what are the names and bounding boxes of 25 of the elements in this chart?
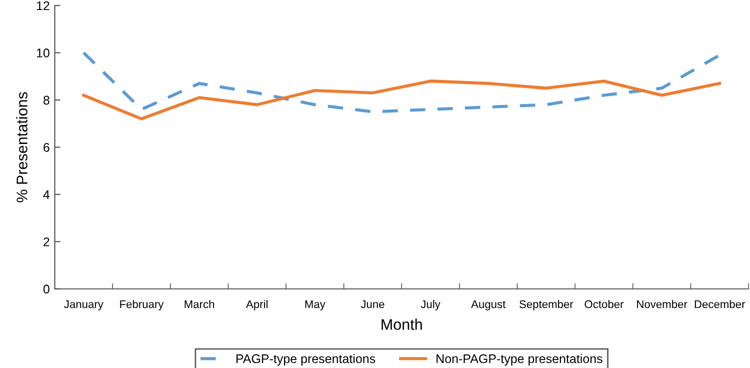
x-tick-label: July: [420, 300, 440, 310]
y-axis-title: % Presentations: [16, 92, 28, 202]
x-tick-label: May: [305, 300, 326, 310]
y-tick-label: 4: [43, 190, 50, 199]
x-axis-title: Month: [382, 318, 422, 330]
y-tick-label: 0: [43, 284, 50, 294]
x-tick-label: April: [246, 300, 268, 310]
x-tick-label: October: [584, 300, 624, 308]
y-tick-label: 12: [36, 1, 50, 10]
legend-label: PAGP-type presentations: [236, 354, 376, 366]
x-tick-label: August: [471, 300, 506, 310]
legend-label: Non-PAGP-type presentations: [436, 354, 602, 366]
y-tick-label: 6: [44, 143, 50, 152]
y-tick-label: 10: [36, 48, 50, 58]
x-tick-label: January: [64, 300, 104, 310]
line-series: [82, 80, 722, 120]
x-tick-label: December: [694, 300, 746, 308]
x-tick-label: June: [360, 300, 384, 308]
y-tick-label: 2: [44, 237, 50, 246]
x-tick-label: September: [519, 300, 574, 310]
x-tick-label: November: [637, 300, 688, 308]
x-tick-label: March: [184, 300, 214, 308]
x-tick-label: February: [120, 300, 164, 310]
line-series: [82, 51, 722, 114]
y-tick-label: 8: [43, 96, 50, 105]
